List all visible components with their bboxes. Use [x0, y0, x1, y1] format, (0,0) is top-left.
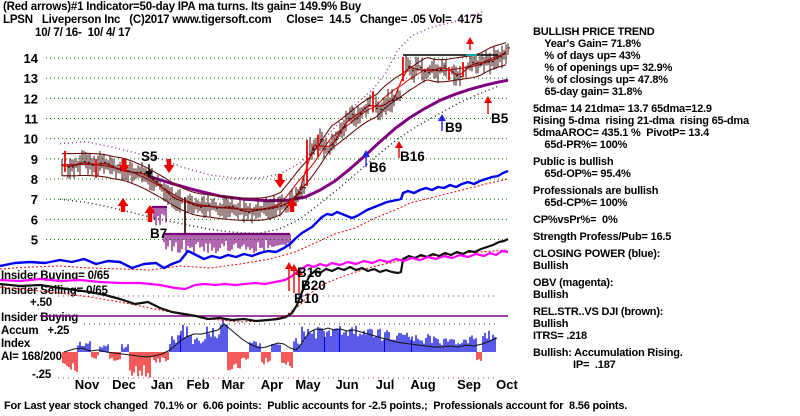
buy-arrow-icon: [285, 262, 293, 269]
y-tick-label: 10: [24, 132, 38, 147]
y-tick-label: 9: [31, 152, 38, 167]
panel-line: 5dmaAROC= 435.1 % PivotP= 13.4: [533, 127, 709, 139]
panel-line: Rising 5-dma rising 21-dma rising 65-dma: [533, 115, 749, 127]
y-tick-label: 13: [24, 71, 38, 86]
accum-index-value-label: AI= 168/200: [1, 351, 62, 363]
buy-arrow-icon: [395, 141, 403, 148]
panel-line: 65d-PR%= 100%: [533, 139, 628, 151]
price-bands-and-mas: [59, 9, 509, 235]
x-axis-labels: Nov Dec Jan Feb Mar Apr May Jun Jul Aug Sep Oct: [75, 377, 519, 392]
price-bars: [61, 43, 510, 234]
panel-line: Bullish: Accumulation Rising.: [533, 347, 683, 359]
month-label: Aug: [410, 377, 435, 392]
buy-arrow-icon: [117, 198, 129, 206]
month-label: Dec: [112, 377, 136, 392]
price-gridlines: 14 13 12 11 10 9 8 7 6 5: [24, 51, 510, 247]
buy-arrow-icon: [484, 96, 492, 103]
signal-label: B10: [294, 291, 319, 306]
signal-label: B9: [445, 120, 462, 135]
signal-label: S5: [141, 149, 158, 164]
yearly-change-summary: For Last year stock changed 70.1% or 6.0…: [4, 400, 628, 412]
month-label: Apr: [261, 377, 283, 392]
buy-arrow-icon: [286, 198, 298, 206]
panel-line: 65d-OP%= 95.4%: [533, 168, 631, 180]
accum-index-title-line2: Accum +.25: [1, 325, 70, 337]
month-label: Jun: [335, 377, 358, 392]
accum-scale-plus50-label: +.50: [30, 297, 52, 309]
panel-line: CLOSING POWER (blue):: [533, 248, 661, 260]
accum-index-panel: [40, 295, 508, 379]
buy-arrow-icon: [362, 150, 370, 157]
analysis-panel: BULLISH PRICE TREND Year's Gain= 71.8% %…: [533, 26, 799, 376]
month-label: Sep: [457, 377, 481, 392]
month-label: Jan: [151, 377, 173, 392]
signal-label: B7: [150, 226, 167, 241]
y-tick-label: 5: [31, 232, 38, 247]
sell-arrow-icon: [274, 180, 286, 188]
signal-label: B16: [400, 149, 425, 164]
panel-line: Professionals are bullish: [533, 185, 659, 197]
buy-arrow-icon: [144, 205, 156, 213]
month-label: May: [295, 377, 321, 392]
symbol-quote-line: LPSN Liveperson Inc (C)2017 www.tigersof…: [3, 14, 483, 26]
panel-line: Bullish: [533, 289, 569, 301]
accum-scale-minus25-label: -.25: [32, 369, 52, 381]
y-tick-label: 6: [31, 212, 38, 227]
signal-label: B5: [491, 111, 509, 126]
sell-arrow-icon: [118, 165, 130, 173]
panel-line: Bullish: [533, 260, 569, 272]
panel-line: % of closings up= 47.8%: [533, 74, 668, 86]
panel-line: IP= .187: [533, 359, 616, 371]
panel-line: % of days up= 43%: [533, 50, 641, 62]
accum-index-title-line1: Insider Buying: [1, 312, 79, 324]
panel-line: 65-day gain= 31.8%: [533, 86, 643, 98]
y-tick-label: 11: [24, 111, 38, 126]
indicator-header-line: (Red arrows)#1 Indicator=50-day IPA ma t…: [3, 1, 362, 13]
panel-line: CP%vsPr%= 0%: [533, 214, 618, 226]
panel-line: Bullish: [533, 318, 569, 330]
y-tick-label: 12: [24, 91, 38, 106]
panel-line: 65d-CP%= 100%: [533, 197, 628, 209]
panel-line: REL.STR..VS DJI (brown):: [533, 306, 664, 318]
month-label: Oct: [496, 377, 518, 392]
month-label: Nov: [75, 377, 100, 392]
month-label: Mar: [221, 377, 244, 392]
y-tick-label: 8: [31, 172, 38, 187]
panel-line: OBV (magenta):: [533, 277, 614, 289]
month-label: Jul: [376, 377, 395, 392]
insider-buying-count-label: Insider Buying= 0/65: [1, 270, 110, 282]
buy-arrow-icon: [290, 264, 298, 271]
sell-arrow-icon: [163, 165, 175, 173]
panel-line: % of openings up= 32.9%: [533, 62, 673, 74]
signal-label: B16: [297, 265, 322, 280]
panel-line: ITRS= .218: [533, 330, 587, 342]
insider-selling-count-label: Insider Selling= 0/65: [1, 285, 108, 297]
panel-line: BULLISH PRICE TREND: [533, 26, 655, 38]
signal-label: B20: [301, 278, 326, 293]
panel-line: Public is bullish: [533, 156, 614, 168]
buy-arrow-icon: [438, 114, 446, 121]
accumulation-hatch-bands: [151, 205, 291, 253]
panel-line: Strength Profess/Pub= 16.5: [533, 231, 672, 243]
panel-line: Year's Gain= 71.8%: [533, 38, 641, 50]
buy-arrow-icon: [466, 37, 474, 44]
buy-arrow-icon: [295, 268, 303, 275]
panel-line: 5dma= 14 21dma= 13.7 65dma=12.9: [533, 103, 712, 115]
date-range-label: 10/ 7/ 16- 10/ 4/ 17: [35, 27, 131, 39]
signal-arrows: [117, 37, 492, 293]
sell-arrow-icon: [145, 171, 153, 178]
month-label: Feb: [186, 377, 209, 392]
y-tick-label: 14: [24, 51, 39, 66]
accum-index-title-line3: Index: [1, 338, 31, 350]
lower-indicator-lines: [0, 169, 509, 323]
y-tick-label: 7: [31, 192, 38, 207]
signal-label: B6: [369, 160, 387, 175]
